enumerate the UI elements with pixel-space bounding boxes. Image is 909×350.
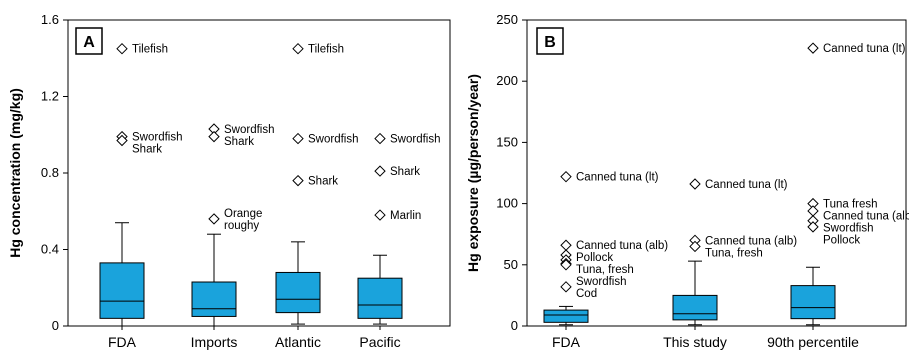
outlier-label: Pollock [576, 252, 613, 264]
x-category-label: Atlantic [275, 334, 321, 350]
iqr-box [543, 309, 589, 323]
box-plot-fda [99, 222, 145, 327]
panel-a-y-ticks: 0 0.4 0.8 1.2 1.6 [41, 12, 68, 333]
box-plot-pacific [357, 254, 403, 325]
box-plot-90th-percentile [790, 266, 836, 326]
box-plot-fda [543, 305, 589, 326]
x-category-label: 90th percentile [767, 334, 859, 350]
outlier-marker [807, 221, 819, 233]
outlier-label: Canned tuna (alb) [576, 240, 668, 252]
y-tick-label: 100 [496, 196, 518, 211]
iqr-box [672, 294, 718, 321]
outlier-label: Swordfish [576, 276, 627, 288]
outlier-label: Canned tuna (alb) [705, 235, 797, 247]
outlier-marker [374, 209, 386, 221]
outlier-marker [116, 134, 128, 147]
outlier-label: Swordfish [224, 124, 275, 136]
outlier-label: Shark [390, 166, 420, 178]
y-tick-label: 1.6 [41, 12, 59, 27]
y-tick-label: 1.2 [41, 89, 59, 104]
outlier-label: Tuna fresh [823, 199, 878, 211]
y-tick-label: 150 [496, 134, 518, 149]
panel-a-outliers: TilefishSwordfishSharkSwordfishSharkOran… [116, 42, 441, 232]
box-plot-atlantic [275, 241, 321, 325]
outlier-marker [208, 130, 220, 143]
outlier-label: Tuna, fresh [576, 264, 634, 276]
x-category-label: Imports [191, 334, 238, 350]
outlier-label: Shark [308, 176, 338, 188]
x-category-label: This study [663, 334, 727, 350]
iqr-box [99, 262, 145, 319]
y-tick-label: 0.8 [41, 165, 59, 180]
outlier-label: Orange roughy [224, 208, 262, 232]
panel-a-boxes [99, 222, 403, 327]
panel-b-label: B [544, 34, 556, 51]
outlier-marker [208, 213, 220, 225]
outlier-marker [560, 170, 572, 183]
outlier-label: Shark [224, 136, 254, 148]
outlier-marker [292, 174, 304, 187]
outlier-label: Swordfish [308, 134, 359, 146]
y-tick-label: 0 [511, 318, 518, 333]
panel-b-boxes [543, 260, 836, 326]
outlier-label: Canned tuna (lt) [576, 172, 659, 184]
outlier-marker [560, 239, 572, 251]
outlier-label: Tilefish [308, 44, 344, 56]
x-category-label: FDA [552, 334, 581, 350]
y-tick-label: 0.4 [41, 242, 59, 257]
panel-b-y-axis-label: Hg exposure (µg/person/year) [465, 74, 481, 272]
outlier-label: Shark [132, 144, 162, 156]
outlier-label: Canned tuna (lt) [705, 179, 788, 191]
panel-b-plot-frame [526, 19, 907, 327]
outlier-marker [807, 205, 819, 217]
panel-a-chart: A Hg concentration (mg/kg) 0 0.4 0.8 1.2 1.6… [7, 12, 451, 350]
outlier-label: Cod [576, 288, 597, 300]
iqr-box [357, 277, 403, 319]
outlier-marker [807, 42, 819, 54]
box-plot-this-study [672, 260, 718, 326]
outlier-marker [374, 165, 386, 177]
panel-a-label-box [75, 27, 103, 55]
outlier-label: Swordfish [823, 223, 874, 235]
y-tick-label: 0 [52, 318, 59, 333]
outlier-marker [560, 259, 572, 271]
outlier-label: Tuna, fresh [705, 247, 763, 259]
outlier-label: Swordfish [132, 132, 183, 144]
panel-b-y-ticks: 0 50 100 150 200 250 [496, 12, 527, 333]
panel-b-chart: B Hg exposure (µg/person/year) 0 50 100 150… [465, 12, 909, 350]
x-category-label: Pacific [359, 334, 400, 350]
y-tick-label: 200 [496, 73, 518, 88]
outlier-marker [560, 281, 572, 293]
x-category-label: FDA [108, 334, 137, 350]
outlier-label: Pollock [823, 235, 860, 247]
iqr-box [275, 271, 321, 314]
y-tick-label: 50 [504, 257, 518, 272]
iqr-box [790, 285, 836, 320]
outlier-label: Swordfish [390, 134, 441, 146]
panel-a-label: A [83, 34, 95, 51]
outlier-marker [292, 132, 304, 145]
outlier-label: Marlin [390, 210, 421, 222]
panel-b-outliers: Canned tuna (lt)Canned tuna (alb)Pollock… [560, 42, 909, 300]
panel-b-label-box [536, 27, 564, 55]
outlier-label: Canned tuna (alb) [823, 211, 909, 223]
outlier-marker [292, 42, 304, 55]
panel-a-y-axis-label: Hg concentration (mg/kg) [7, 88, 23, 258]
outlier-marker [689, 178, 701, 190]
outlier-label: Tilefish [132, 44, 168, 56]
outlier-marker [689, 240, 701, 253]
y-tick-label: 250 [496, 12, 518, 27]
iqr-box [191, 281, 237, 317]
panel-b-x-categories: FDA This study 90th percentile [552, 326, 859, 350]
box-plot-imports [191, 233, 237, 327]
outlier-marker [374, 132, 386, 145]
outlier-marker [116, 42, 128, 55]
outlier-label: Canned tuna (lt) [823, 43, 906, 55]
panel-a-x-categories: FDA Imports Atlantic Pacific [108, 326, 401, 350]
